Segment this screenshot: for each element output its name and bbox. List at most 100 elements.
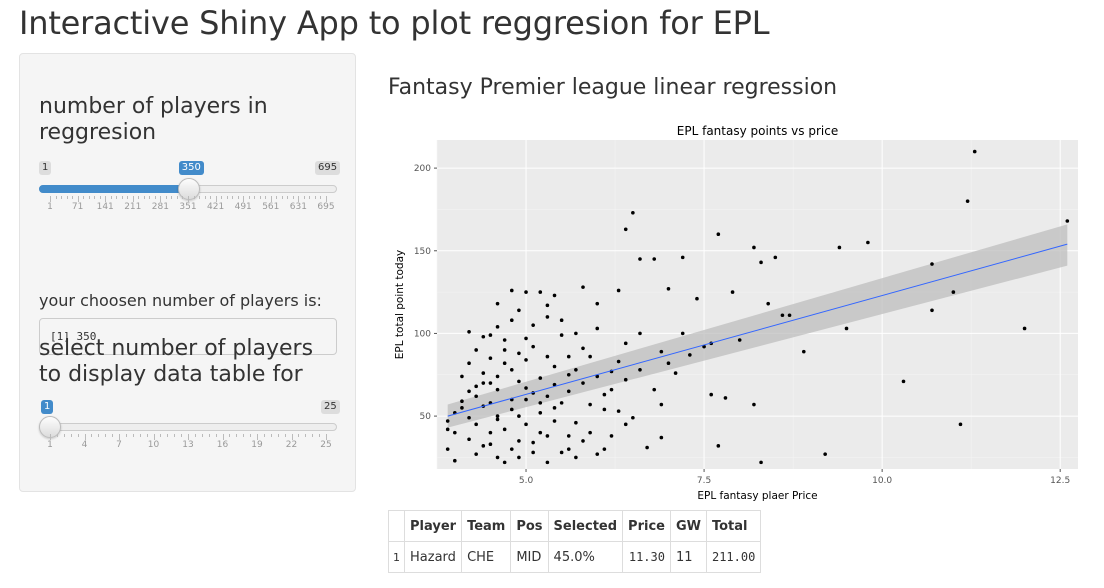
data-point: [652, 257, 657, 261]
data-point: [495, 301, 500, 306]
data-point: [531, 440, 535, 445]
table-header-price: Price: [622, 510, 671, 542]
slider-tick: [215, 434, 217, 437]
slider-tick-label: 211: [124, 202, 142, 212]
slider-tick: [194, 434, 196, 437]
data-point: [467, 361, 471, 365]
slider-tick: [291, 434, 293, 440]
slider-tick: [199, 196, 201, 199]
data-point: [445, 447, 450, 451]
slider-tick: [229, 434, 231, 437]
data-point: [524, 386, 528, 390]
data-point: [609, 434, 614, 438]
slider-tick: [277, 434, 279, 437]
slider-tick: [292, 196, 294, 199]
data-point: [559, 333, 564, 337]
data-point: [509, 447, 514, 451]
slider-tick: [50, 434, 51, 440]
slider-tick-label: 1: [47, 440, 53, 450]
slider-tick: [160, 196, 162, 202]
data-point: [524, 358, 528, 362]
slider-tick-label: 1: [47, 202, 53, 212]
slider1-heading: number of players in reggresion: [39, 94, 268, 145]
data-point: [766, 301, 770, 306]
slider1-min-label: 1: [39, 161, 52, 175]
slider-tick: [138, 196, 140, 199]
data-point: [481, 381, 486, 385]
slider-tick: [243, 434, 245, 437]
slider-tick: [215, 196, 217, 202]
slider-tick: [72, 196, 74, 199]
data-point: [495, 325, 500, 329]
data-point: [481, 334, 486, 339]
slider-tick-label: 10: [147, 440, 160, 450]
data-point: [623, 341, 628, 346]
data-point: [588, 430, 592, 435]
data-point: [488, 442, 493, 447]
slider-tick: [226, 196, 228, 199]
data-point: [823, 452, 827, 456]
data-point: [460, 374, 464, 379]
data-point: [602, 407, 607, 412]
data-point: [759, 460, 763, 465]
y-axis-label: EPL total point today: [394, 250, 406, 359]
table-cell-price: 11.30: [622, 541, 671, 573]
slider-tick: [127, 196, 129, 199]
data-point: [930, 262, 934, 266]
data-point: [502, 348, 507, 352]
slider-tick: [171, 196, 173, 199]
slider-tick-label: 4: [81, 440, 88, 450]
slider-tick: [149, 196, 151, 199]
slider-tick: [298, 434, 300, 437]
data-point: [566, 354, 571, 359]
slider-tick: [314, 196, 316, 199]
slider-tick: [98, 434, 100, 437]
data-point: [616, 409, 621, 413]
data-point: [495, 414, 500, 418]
slider-tick: [165, 196, 167, 199]
slider-tick: [105, 434, 107, 437]
slider-tick: [188, 196, 189, 202]
data-point: [595, 374, 600, 379]
data-point: [453, 430, 457, 435]
slider-tick: [66, 196, 68, 199]
slider-tick: [125, 434, 127, 437]
data-point: [474, 452, 478, 456]
data-point: [524, 397, 528, 402]
data-point: [574, 420, 578, 425]
slider2-track[interactable]: [39, 423, 337, 431]
data-point: [901, 379, 906, 384]
data-point: [538, 430, 543, 435]
data-point: [673, 371, 678, 375]
table-header-row: Player Team Pos Selected Price GW Total: [388, 510, 762, 542]
data-point: [716, 232, 721, 237]
slider-tick: [326, 434, 327, 440]
data-point: [965, 199, 970, 203]
data-point: [495, 374, 500, 379]
data-point: [566, 389, 571, 394]
data-point: [609, 387, 614, 392]
slider-tick: [210, 196, 212, 199]
table-cell-pos: MID: [510, 541, 549, 573]
data-point: [467, 389, 471, 394]
slider-tick: [193, 196, 195, 199]
slider-tick: [94, 196, 96, 199]
slider-tick: [270, 434, 272, 437]
table-header-player: Player: [403, 510, 463, 542]
data-point: [581, 381, 585, 385]
table-cell-team: CHE: [461, 541, 512, 573]
slider-tick: [121, 196, 123, 199]
data-point: [581, 439, 585, 443]
slider-tick: [154, 196, 156, 199]
data-point: [638, 368, 642, 372]
data-point: [545, 394, 550, 399]
data-point: [488, 430, 493, 435]
slider2-value-label: 1: [41, 400, 54, 414]
data-point: [752, 402, 756, 407]
plot-panel: [437, 140, 1078, 469]
slider-tick: [326, 196, 327, 202]
table-cell-selected: 45.0%: [547, 541, 624, 573]
data-point: [445, 419, 450, 423]
data-point: [467, 437, 471, 442]
slider-tick: [259, 196, 261, 199]
